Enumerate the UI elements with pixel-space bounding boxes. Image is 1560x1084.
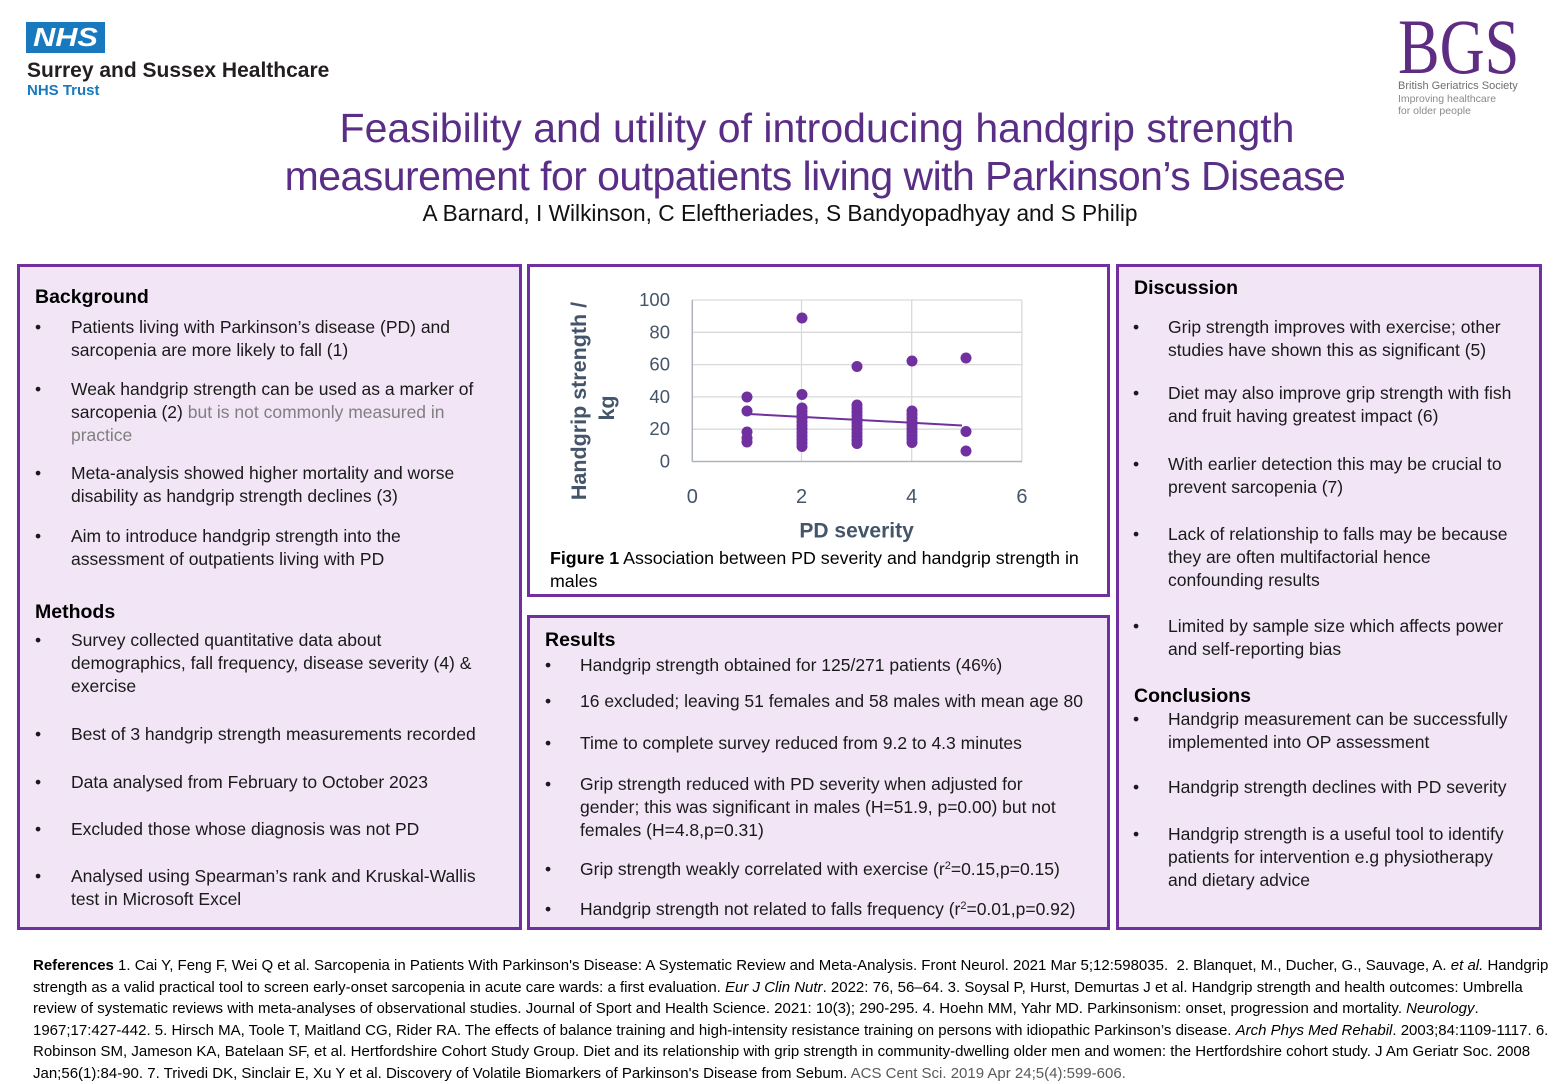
svg-text:British Geriatrics Society: British Geriatrics Society bbox=[1398, 80, 1518, 92]
svg-text:kg: kg bbox=[595, 395, 619, 420]
svg-text:20: 20 bbox=[649, 418, 670, 439]
svg-text:BGS: BGS bbox=[1398, 14, 1519, 91]
svg-text:100: 100 bbox=[639, 289, 670, 310]
svg-text:6: 6 bbox=[1016, 486, 1027, 508]
svg-text:60: 60 bbox=[649, 354, 670, 375]
svg-text:Handgrip strength /: Handgrip strength / bbox=[567, 302, 591, 500]
svg-text:0: 0 bbox=[660, 451, 670, 472]
svg-text:2: 2 bbox=[796, 486, 807, 508]
svg-text:4: 4 bbox=[906, 486, 917, 508]
svg-text:Improving healthcare: Improving healthcare bbox=[1398, 93, 1496, 105]
svg-text:0: 0 bbox=[687, 486, 698, 508]
svg-text:for older people: for older people bbox=[1398, 105, 1471, 117]
svg-text:40: 40 bbox=[649, 386, 670, 407]
svg-text:80: 80 bbox=[649, 321, 670, 342]
svg-text:PD severity: PD severity bbox=[799, 520, 914, 543]
